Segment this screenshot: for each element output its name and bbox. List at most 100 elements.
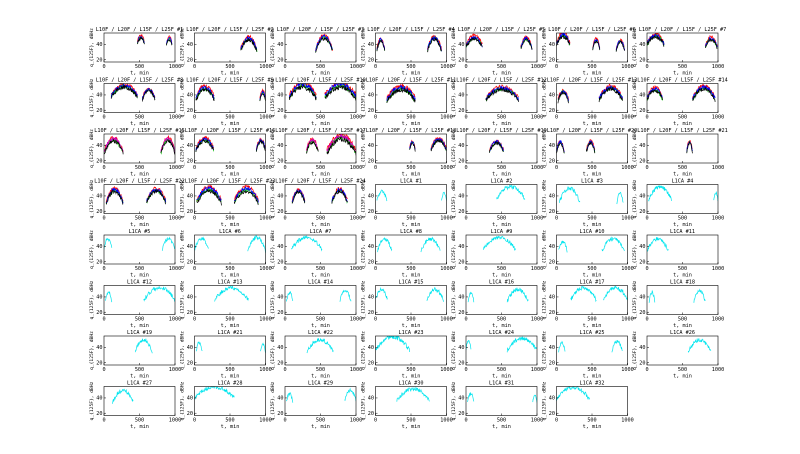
chart-title: L1CA #5 xyxy=(129,229,151,235)
y-axis-label: q_{125F}, dBHz xyxy=(180,129,186,168)
x-tick-label: 0 xyxy=(102,115,105,121)
plot-frame xyxy=(194,386,266,416)
y-axis-label: q_{125F}, dBHz xyxy=(632,331,638,370)
x-axis-label: t, min xyxy=(583,172,602,178)
x-tick-label: 500 xyxy=(316,216,325,222)
x-axis-label: t, min xyxy=(492,121,511,127)
x-tick-label: 500 xyxy=(225,64,234,70)
y-axis-label: q_{125F}, dBHz xyxy=(451,78,457,117)
trace-group xyxy=(556,138,596,154)
trace-group xyxy=(485,84,519,103)
series-line xyxy=(489,140,504,153)
y-tick-label: 20 xyxy=(277,159,283,165)
x-tick-label: 1000 xyxy=(531,317,544,323)
series-line xyxy=(240,38,258,52)
x-axis-label: t, min xyxy=(492,222,511,228)
chart-panel: L10F / L20F / L15F / L25F #12 20 40 0 500 100… xyxy=(451,78,547,128)
y-axis-label: q_{125F}, dBHz xyxy=(542,280,548,319)
chart-title: L1CA #27 xyxy=(127,381,152,387)
x-tick-label: 1000 xyxy=(350,165,363,171)
series-line xyxy=(143,286,175,302)
y-axis-label: q_{125F}, dBHz xyxy=(180,280,186,319)
y-tick-label: 20 xyxy=(639,361,645,367)
x-axis-label: t, min xyxy=(673,323,692,329)
x-tick-label: 1000 xyxy=(350,115,363,121)
x-tick-label: 0 xyxy=(102,216,105,222)
y-tick-label: 20 xyxy=(549,310,555,316)
chart-panel: L1CA #10 20 40 0 500 1000 t, min q_{125F}, dBHz xyxy=(542,229,634,279)
chart-panel: L1CA #16 20 40 0 500 1000 t, min q_{125F}, dBHz xyxy=(451,280,543,330)
y-tick-label: 40 xyxy=(368,345,374,351)
x-axis-label: t, min xyxy=(492,71,511,77)
y-tick-label: 20 xyxy=(96,159,102,165)
trace-group xyxy=(496,184,526,200)
y-axis-label: q_{125F}, dBHz xyxy=(361,331,367,370)
x-tick-label: 0 xyxy=(374,64,377,70)
x-tick-label: 0 xyxy=(374,266,377,272)
chart-title: L1CA #26 xyxy=(670,330,695,336)
trace-group xyxy=(647,84,716,103)
x-tick-label: 0 xyxy=(283,64,286,70)
series-line xyxy=(430,137,447,151)
x-tick-label: 0 xyxy=(464,418,467,424)
x-tick-label: 0 xyxy=(193,165,196,171)
x-tick-label: 0 xyxy=(464,64,467,70)
y-tick-label: 20 xyxy=(549,108,555,114)
y-axis-label: q_{125F}, dBHz xyxy=(270,78,276,117)
y-tick-label: 20 xyxy=(187,58,193,64)
x-axis-label: t, min xyxy=(130,273,149,279)
series-line xyxy=(570,285,597,303)
x-axis-label: t, min xyxy=(583,424,602,430)
series-line xyxy=(506,336,537,353)
plot-frame xyxy=(465,234,538,265)
x-axis-label: t, min xyxy=(221,172,240,178)
chart-panel: L10F / L20F / L15F / L25F #14 20 40 0 500 100… xyxy=(632,78,728,128)
y-tick-label: 20 xyxy=(187,310,193,316)
chart-title: L10F / L20F / L15F / L25F #16 xyxy=(185,128,276,134)
chart-panel: L10F / L20F / L15F / L25F #11 20 40 0 500 100… xyxy=(361,78,457,128)
trace-group xyxy=(105,286,175,303)
y-tick-label: 40 xyxy=(639,295,645,301)
y-tick-label: 40 xyxy=(368,42,374,48)
series-line xyxy=(705,38,718,49)
y-axis-label: q_{125F}, dBHz xyxy=(270,129,276,168)
plot-frame xyxy=(375,184,447,214)
x-axis-label: t, min xyxy=(673,71,692,77)
y-tick-label: 40 xyxy=(277,194,283,200)
x-axis-label: t, min xyxy=(583,121,602,127)
plot-frame xyxy=(465,285,538,315)
y-tick-label: 40 xyxy=(96,396,102,402)
x-tick-label: 0 xyxy=(374,216,377,222)
x-tick-label: 500 xyxy=(135,418,144,424)
chart-title: L1CA #1 xyxy=(400,179,422,185)
x-axis-label: t, min xyxy=(673,172,692,178)
chart-panel: L10F / L20F / L15F / L25F #3 20 40 0 500 1000… xyxy=(270,27,364,77)
trace-group xyxy=(467,287,529,303)
chart-panel: L1CA #21 20 40 0 500 1000 t, min q_{125F}, dBHz xyxy=(180,330,272,380)
chart-panel: L10F / L20F / L15F / L25F #23 20 40 0 500 100… xyxy=(180,179,276,229)
y-axis-label: q_{125F}, dBHz xyxy=(361,381,367,420)
x-axis-label: t, min xyxy=(311,172,330,178)
x-tick-label: 1000 xyxy=(531,165,544,171)
x-tick-label: 1000 xyxy=(259,216,272,222)
y-tick-label: 20 xyxy=(187,260,193,266)
plot-frame xyxy=(646,133,719,164)
x-tick-label: 0 xyxy=(645,165,648,171)
chart-panel: L10F / L20F / L15F / L25F #19 20 40 0 500 100… xyxy=(451,128,547,178)
x-tick-label: 0 xyxy=(555,266,558,272)
chart-panel: L10F / L20F / L15F / L25F #18 20 40 0 500 100… xyxy=(361,128,457,178)
chart-panel: L1CA #4 20 40 0 500 1000 t, min q_{125F}, dBHz xyxy=(632,179,724,229)
chart-title: L10F / L20F / L15F / L25F #15 xyxy=(94,128,185,134)
y-axis-label: q_{125F}, dBHz xyxy=(270,331,276,370)
trace-group xyxy=(558,339,623,353)
series-line xyxy=(134,338,153,354)
y-tick-label: 20 xyxy=(187,108,193,114)
y-tick-label: 20 xyxy=(639,260,645,266)
y-tick-label: 20 xyxy=(277,209,283,215)
series-line xyxy=(137,36,145,45)
series-line xyxy=(506,287,529,303)
y-tick-label: 40 xyxy=(277,93,283,99)
x-tick-label: 0 xyxy=(283,266,286,272)
y-tick-label: 20 xyxy=(368,58,374,64)
x-axis-label: t, min xyxy=(402,323,421,329)
